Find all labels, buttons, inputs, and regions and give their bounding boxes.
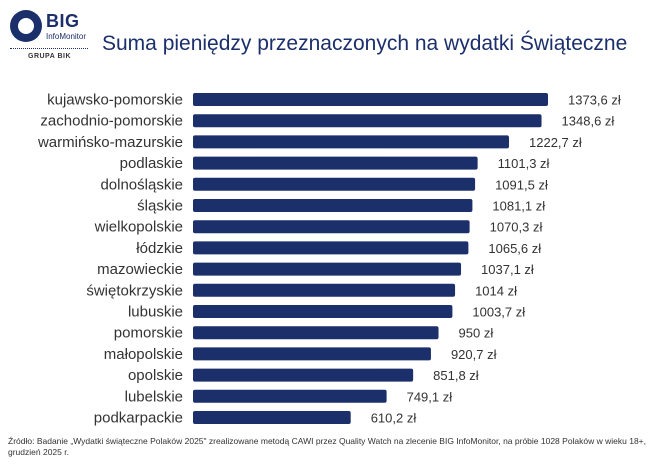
bar — [193, 199, 473, 212]
category-label: lubuskie — [128, 304, 183, 321]
category-label: małopolskie — [104, 346, 183, 363]
logo-divider — [10, 48, 88, 49]
value-label: 1081,1 zł — [492, 199, 545, 214]
bar — [193, 135, 510, 149]
value-label: 920,7 zł — [451, 347, 497, 362]
bar — [193, 305, 453, 318]
logo-brand-name: BIG — [46, 11, 80, 31]
bar — [193, 347, 431, 361]
category-label: dolnośląskie — [100, 176, 183, 193]
category-label: lubelskie — [125, 388, 183, 405]
value-label: 1091,5 zł — [495, 177, 548, 192]
bar — [193, 114, 542, 128]
value-label: 1065,6 zł — [488, 241, 541, 256]
value-label: 1014 zł — [475, 283, 517, 298]
category-label: mazowieckie — [97, 261, 183, 278]
bar — [193, 368, 414, 382]
value-label: 851,8 zł — [433, 368, 479, 383]
logo-mark-icon — [18, 18, 34, 34]
category-label: podkarpackie — [94, 410, 183, 427]
value-label: 749,1 zł — [407, 389, 453, 404]
category-label: pomorskie — [114, 325, 183, 342]
big-infomonitor-logo: BIG InfoMonitor GRUPA BIK — [10, 8, 90, 68]
category-label: warmińsko-mazurskie — [37, 134, 183, 151]
value-label: 610,2 zł — [371, 411, 417, 426]
category-label: łódzkie — [136, 240, 183, 257]
bar — [193, 326, 439, 340]
value-label: 1348,6 zł — [562, 114, 615, 129]
category-label: opolskie — [128, 367, 183, 384]
value-label: 1037,1 zł — [481, 262, 534, 277]
category-label: śląskie — [137, 198, 183, 215]
bar — [193, 283, 456, 297]
bar — [193, 241, 469, 255]
value-label: 1003,7 zł — [472, 305, 525, 320]
bar — [193, 389, 387, 403]
category-label: wielkopolskie — [94, 219, 183, 236]
bar — [193, 411, 351, 424]
bar — [193, 177, 476, 191]
value-label: 950 zł — [459, 326, 494, 341]
value-label: 1222,7 zł — [529, 135, 582, 150]
bar — [193, 262, 462, 276]
source-footnote: Źródło: Badanie „Wydatki świąteczne Pola… — [8, 436, 647, 457]
chart-title: Suma pieniędzy przeznaczonych na wydatki… — [102, 32, 628, 55]
category-label: podlaskie — [120, 155, 183, 172]
bar — [193, 220, 470, 234]
bar — [193, 93, 548, 106]
bar — [193, 156, 478, 170]
category-label: kujawsko-pomorskie — [47, 92, 183, 109]
logo-brand-sub: InfoMonitor — [46, 32, 87, 41]
value-label: 1373,6 zł — [568, 93, 621, 108]
category-label: zachodnio-pomorskie — [40, 113, 183, 130]
category-label: świętokrzyskie — [86, 282, 183, 299]
value-label: 1070,3 zł — [490, 220, 543, 235]
value-label: 1101,3 zł — [498, 156, 550, 171]
logo-group-name: GRUPA BIK — [28, 53, 71, 60]
